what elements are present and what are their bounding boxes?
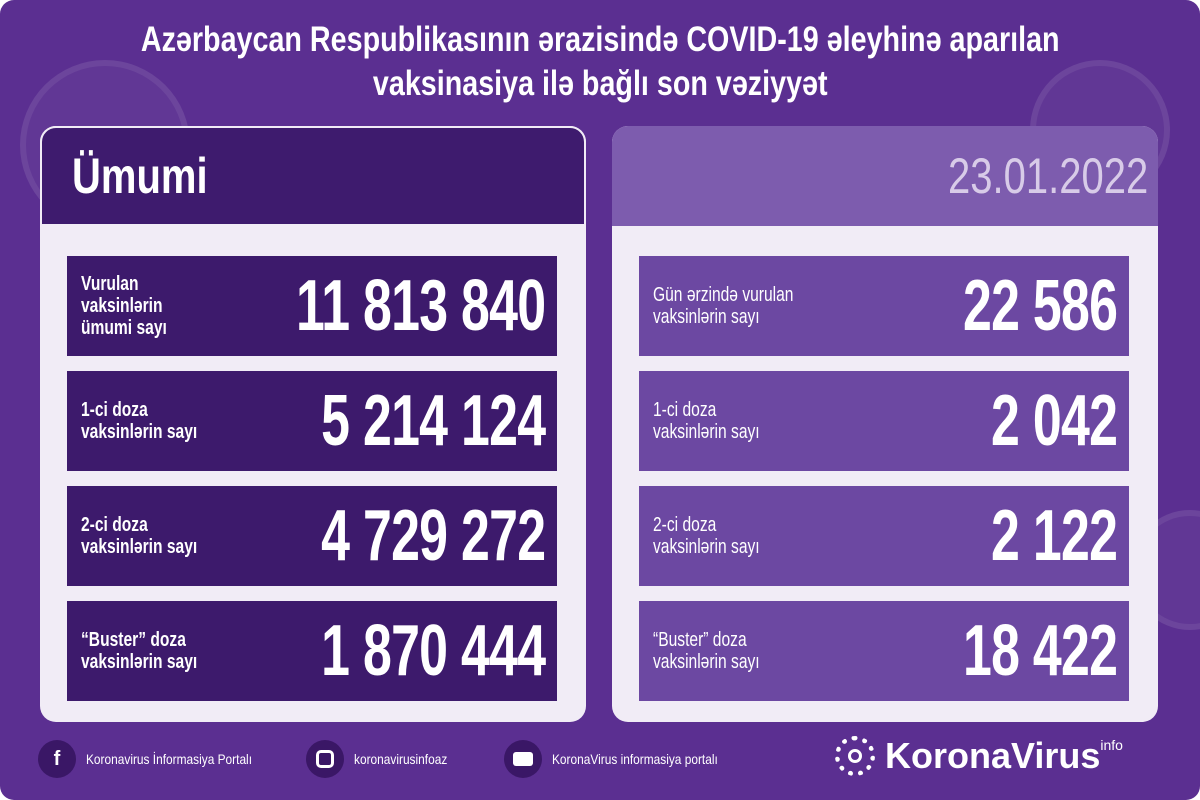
stat-value: 1 870 444 xyxy=(320,611,546,691)
stat-label: “Buster” doza vaksinlərin sayı xyxy=(81,629,198,673)
stat-row: “Buster” doza vaksinlərin sayı 1 870 444 xyxy=(67,601,557,701)
stat-value: 18 422 xyxy=(962,611,1118,691)
stat-value: 4 729 272 xyxy=(320,496,546,576)
stat-label: Vurulan vaksinlərin ümumi sayı xyxy=(81,273,167,339)
date-text: 23.01.2022 xyxy=(947,148,1148,204)
total-panel: Ümumi Vurulan vaksinlərin ümumi sayı 11 8… xyxy=(40,126,586,722)
stat-row: 1-ci doza vaksinlərin sayı 2 042 xyxy=(639,371,1129,471)
virus-sun-icon xyxy=(835,736,875,776)
stat-label: 1-ci doza vaksinlərin sayı xyxy=(653,399,760,443)
daily-panel: 23.01.2022 Gün ərzində vurulan vaksinlər… xyxy=(612,126,1158,722)
brand-name: KoronaVirus xyxy=(885,735,1101,776)
total-heading: Ümumi xyxy=(40,126,586,226)
stat-row: 2-ci doza vaksinlərin sayı 4 729 272 xyxy=(67,486,557,586)
koronavirus-logo: KoronaVirus info xyxy=(835,735,1123,777)
page-title: Azərbaycan Respublikasının ərazisində CO… xyxy=(0,18,1200,106)
stat-row: “Buster” doza vaksinlərin sayı 18 422 xyxy=(639,601,1129,701)
date-heading: 23.01.2022 xyxy=(612,126,1158,226)
total-heading-text: Ümumi xyxy=(72,148,208,204)
stat-label: Gün ərzində vurulan vaksinlərin sayı xyxy=(653,284,794,328)
youtube-icon[interactable] xyxy=(504,740,542,778)
stat-row: 2-ci doza vaksinlərin sayı 2 122 xyxy=(639,486,1129,586)
stat-row: Gün ərzində vurulan vaksinlərin sayı 22 5… xyxy=(639,256,1129,356)
stat-row: Vurulan vaksinlərin ümumi sayı 11 813 840 xyxy=(67,256,557,356)
stat-row: 1-ci doza vaksinlərin sayı 5 214 124 xyxy=(67,371,557,471)
social-links: f Koronavirus İnformasiya Portalı korona… xyxy=(38,740,747,778)
stat-value: 2 122 xyxy=(990,496,1118,576)
instagram-link[interactable]: koronavirusinfoaz xyxy=(354,751,448,767)
stat-value: 2 042 xyxy=(990,381,1118,461)
brand-suffix: info xyxy=(1100,737,1123,753)
youtube-link[interactable]: KoronaVirus informasiya portalı xyxy=(552,751,718,767)
stat-label: 2-ci doza vaksinlərin sayı xyxy=(653,514,760,558)
stat-label: 2-ci doza vaksinlərin sayı xyxy=(81,514,198,558)
stat-label: 1-ci doza vaksinlərin sayı xyxy=(81,399,198,443)
stat-value: 22 586 xyxy=(962,266,1118,346)
title-line-2: vaksinasiya ilə bağlı son vəziyyət xyxy=(372,64,828,103)
facebook-link[interactable]: Koronavirus İnformasiya Portalı xyxy=(86,751,253,767)
facebook-icon[interactable]: f xyxy=(38,740,76,778)
stat-label: “Buster” doza vaksinlərin sayı xyxy=(653,629,760,673)
stat-value: 11 813 840 xyxy=(295,266,546,346)
title-line-1: Azərbaycan Respublikasının ərazisində CO… xyxy=(140,20,1060,59)
stat-value: 5 214 124 xyxy=(320,381,546,461)
instagram-icon[interactable] xyxy=(306,740,344,778)
